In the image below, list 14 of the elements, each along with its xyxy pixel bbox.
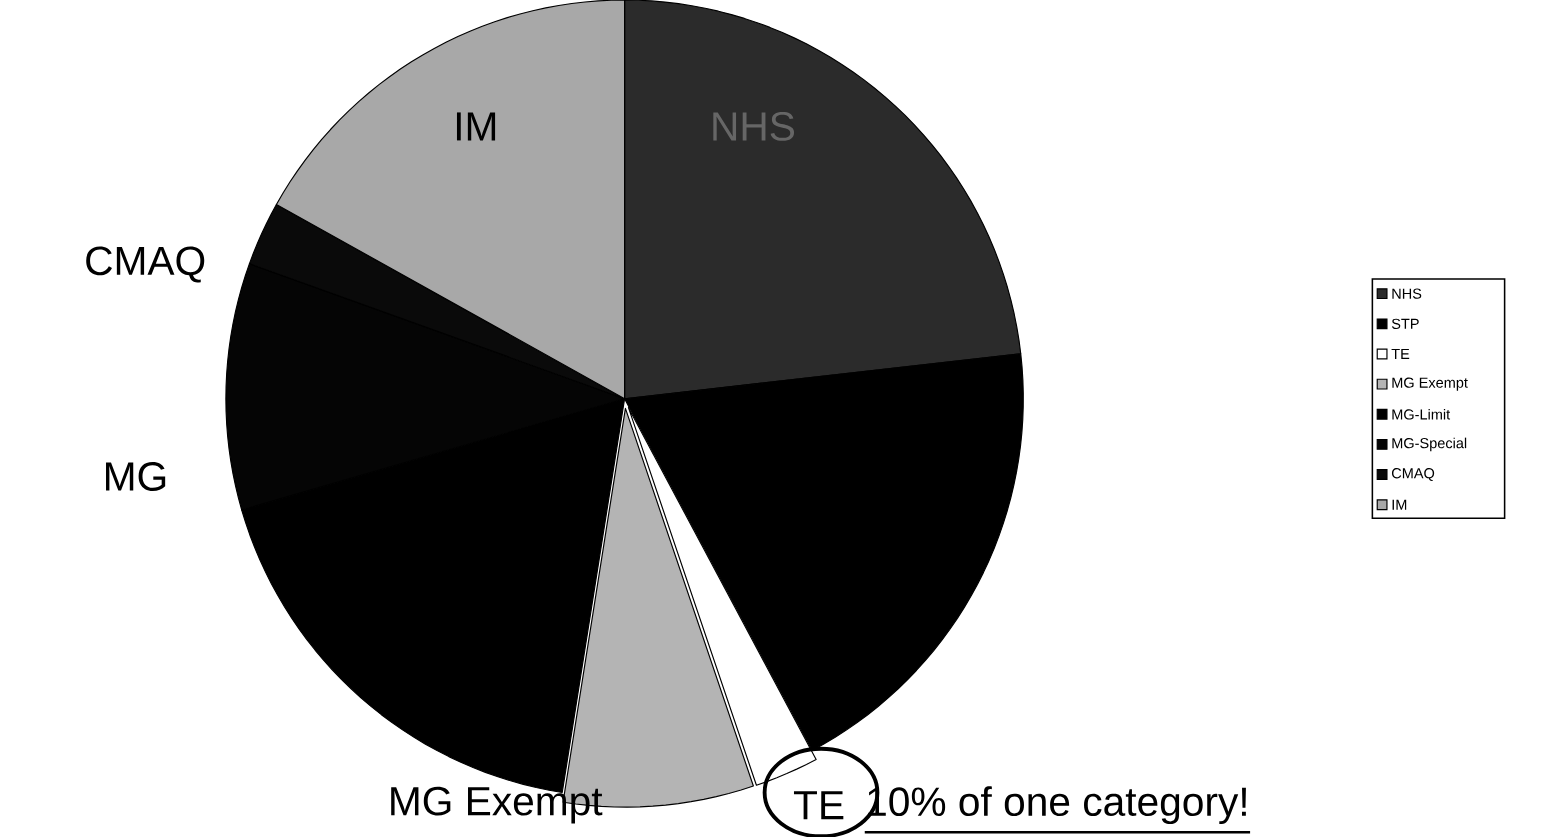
legend-label: TE bbox=[1391, 348, 1410, 359]
text: MG bbox=[106, 461, 166, 491]
legend-label: MG Exempt bbox=[1392, 377, 1468, 391]
text: IM bbox=[456, 112, 496, 141]
text: NHS bbox=[713, 111, 795, 141]
legend-label: MG-Special bbox=[1392, 437, 1467, 452]
text: TE bbox=[793, 791, 844, 820]
text: CMAQ bbox=[86, 246, 205, 283]
legend-label: IM bbox=[1392, 499, 1407, 510]
legend-label: CMAQ bbox=[1391, 467, 1435, 481]
legend-label: MG-Limit bbox=[1392, 408, 1451, 420]
legend-label: STP bbox=[1391, 318, 1419, 329]
text: MG Exempt bbox=[391, 786, 603, 824]
legend-label: NHS bbox=[1392, 288, 1422, 299]
